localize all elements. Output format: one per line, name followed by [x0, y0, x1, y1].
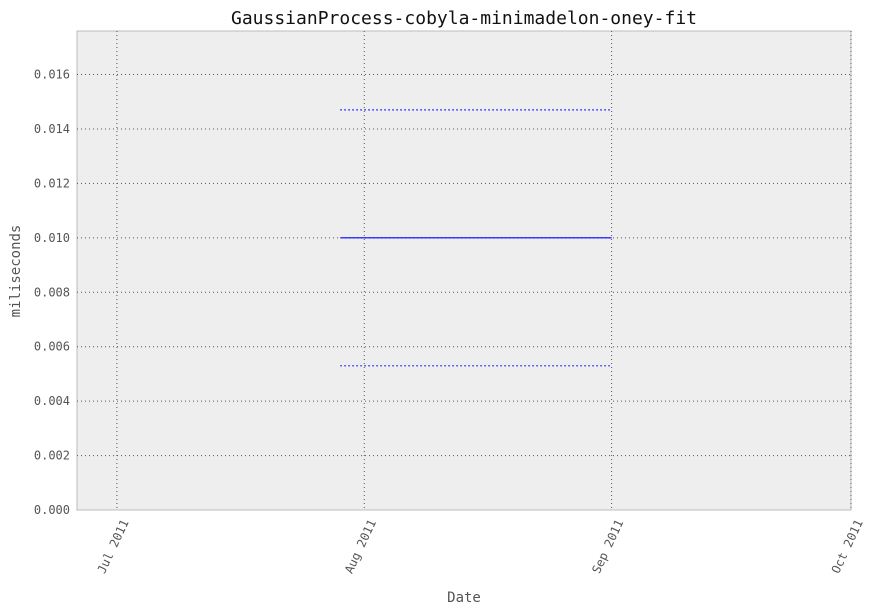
- y-axis-ticks: 0.000 0.002 0.004 0.006 0.008 0.010 0.012 0.014…: [34, 68, 70, 517]
- y-tick-label: 0.000: [34, 503, 70, 517]
- y-tick-label: 0.004: [34, 394, 70, 408]
- y-tick-label: 0.016: [34, 68, 70, 82]
- y-tick-label: 0.010: [34, 231, 70, 245]
- x-tick-label: Sep 2011: [589, 517, 626, 575]
- x-axis-label: Date: [447, 590, 481, 606]
- y-tick-label: 0.006: [34, 340, 70, 354]
- x-tick-label: Jul 2011: [95, 517, 132, 575]
- series-group: [340, 109, 612, 367]
- grid-lines: [77, 31, 852, 510]
- y-tick-label: 0.008: [34, 285, 70, 299]
- chart-title: GaussianProcess-cobyla-minimadelon-oney-…: [231, 8, 697, 29]
- x-axis-ticks: Jul 2011 Aug 2011 Sep 2011 Oct 2011: [95, 517, 866, 575]
- x-tick-label: Oct 2011: [829, 517, 866, 575]
- plot-area: [76, 30, 852, 511]
- y-tick-label: 0.002: [34, 449, 70, 463]
- y-axis-label: miliseconds: [8, 225, 24, 318]
- y-tick-label: 0.014: [34, 122, 70, 136]
- x-tick-label: Aug 2011: [342, 517, 379, 575]
- y-tick-label: 0.012: [34, 176, 70, 190]
